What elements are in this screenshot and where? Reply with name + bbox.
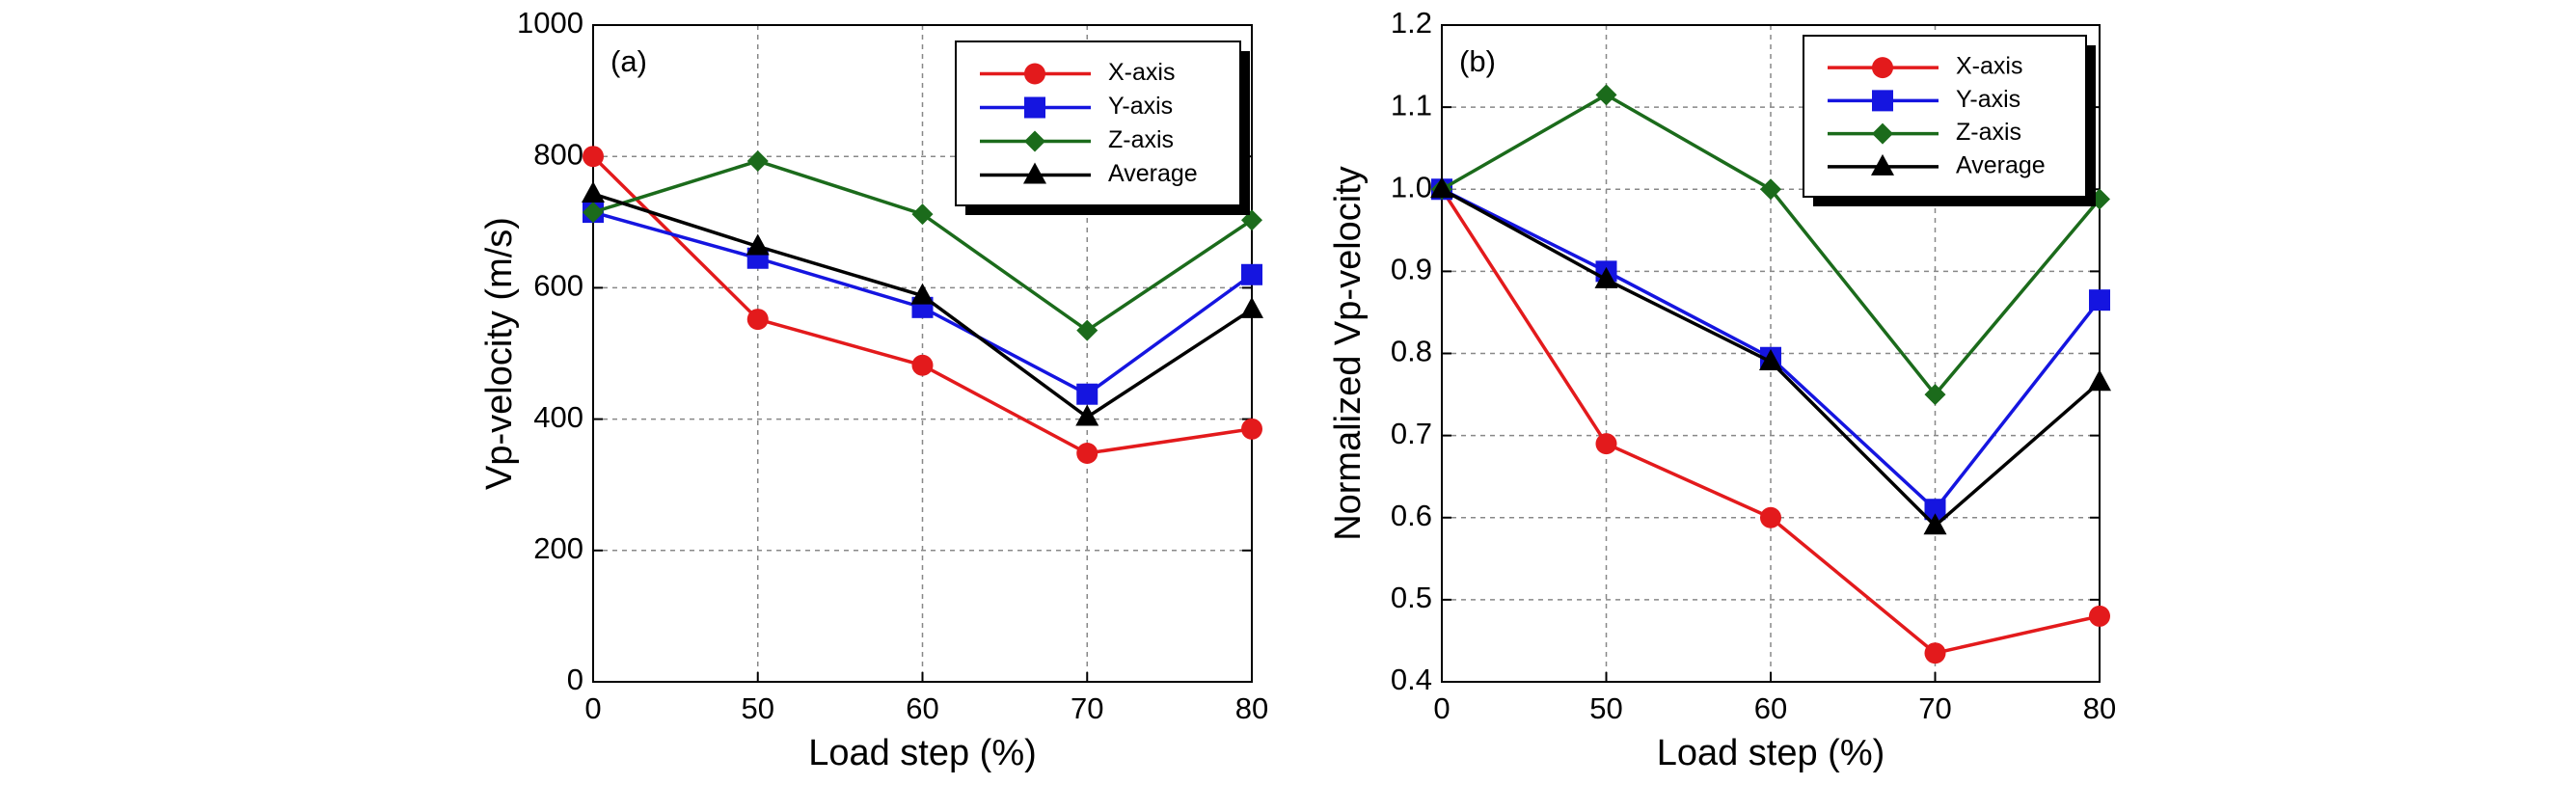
legend-label: Average <box>1956 151 2046 178</box>
marker <box>583 146 604 168</box>
y-tick-label: 1.1 <box>1391 88 1432 122</box>
x-tick-label: 50 <box>1589 691 1622 725</box>
marker <box>1240 296 1263 318</box>
legend-marker <box>1024 96 1045 119</box>
y-tick-label: 0.8 <box>1391 335 1432 368</box>
legend-label: Z-axis <box>1108 126 1174 153</box>
x-tick-label: 0 <box>584 691 601 725</box>
legend <box>1803 35 2087 198</box>
x-tick-label: 70 <box>1071 691 1103 725</box>
y-tick-label: 0.7 <box>1391 417 1432 450</box>
y-tick-label: 1000 <box>517 6 583 40</box>
marker <box>1924 642 1946 664</box>
legend-marker <box>1871 153 1894 176</box>
y-tick-label: 1.2 <box>1391 6 1432 40</box>
marker <box>1760 178 1781 201</box>
y-axis-label: Normalized Vp-velocity <box>1328 166 1369 541</box>
plot-frame <box>1441 24 2101 683</box>
y-tick-label: 0 <box>567 663 583 696</box>
y-tick-label: 200 <box>533 531 583 565</box>
legend-label: Y-axis <box>1956 86 2020 113</box>
x-axis-label: Load step (%) <box>1657 733 1885 773</box>
x-tick-label: 70 <box>1918 691 1951 725</box>
marker <box>1076 319 1098 341</box>
legend-label: X-axis <box>1956 53 2022 80</box>
marker <box>746 309 769 331</box>
y-tick-label: 0.9 <box>1391 253 1432 286</box>
marker <box>1430 176 1453 199</box>
marker <box>910 283 935 305</box>
marker <box>1076 443 1098 465</box>
marker <box>1924 499 1946 521</box>
y-axis-label: Vp-velocity (m/s) <box>479 217 520 490</box>
y-tick-label: 800 <box>533 137 583 171</box>
x-tick-label: 80 <box>1235 691 1268 725</box>
y-tick-label: 600 <box>533 269 583 303</box>
marker <box>1595 84 1617 106</box>
marker <box>2088 369 2111 392</box>
plot-frame <box>592 24 1253 683</box>
legend-label: Average <box>1108 160 1198 187</box>
legend-label: Z-axis <box>1956 119 2021 146</box>
y-tick-label: 0.6 <box>1391 499 1432 532</box>
marker <box>2089 605 2110 627</box>
legend-label: Y-axis <box>1108 93 1173 120</box>
legend-marker <box>1872 57 1893 79</box>
y-tick-label: 0.4 <box>1391 663 1432 696</box>
marker <box>1594 266 1618 288</box>
marker <box>911 354 934 376</box>
legend-marker <box>1872 122 1893 145</box>
x-tick-label: 50 <box>742 691 774 725</box>
x-tick-label: 60 <box>1754 691 1787 725</box>
marker <box>583 202 604 224</box>
x-tick-label: 60 <box>906 691 938 725</box>
marker <box>1076 383 1098 405</box>
marker <box>746 149 769 172</box>
marker <box>1241 263 1262 285</box>
marker <box>1595 433 1617 455</box>
legend-label: X-axis <box>1108 59 1175 86</box>
panel-label: (b) <box>1459 44 1496 78</box>
marker <box>1923 513 1947 535</box>
y-tick-label: 400 <box>533 400 583 434</box>
panel-label: (a) <box>610 44 647 78</box>
legend-marker <box>1023 162 1046 184</box>
marker <box>746 233 770 256</box>
x-axis-label: Load step (%) <box>808 733 1037 773</box>
marker <box>1924 384 1946 406</box>
legend-marker <box>1024 63 1045 85</box>
y-tick-label: 0.5 <box>1391 581 1432 614</box>
x-tick-label: 80 <box>2083 691 2116 725</box>
y-tick-label: 1.0 <box>1391 170 1432 203</box>
x-tick-label: 0 <box>1433 691 1450 725</box>
legend-marker <box>1024 130 1045 152</box>
marker <box>1075 404 1099 426</box>
marker <box>1760 506 1781 528</box>
legend <box>955 41 1241 206</box>
marker <box>2089 289 2110 311</box>
marker <box>911 203 934 226</box>
marker <box>1759 349 1782 371</box>
legend-marker <box>1872 90 1893 112</box>
marker <box>1241 418 1262 440</box>
marker <box>582 181 605 203</box>
